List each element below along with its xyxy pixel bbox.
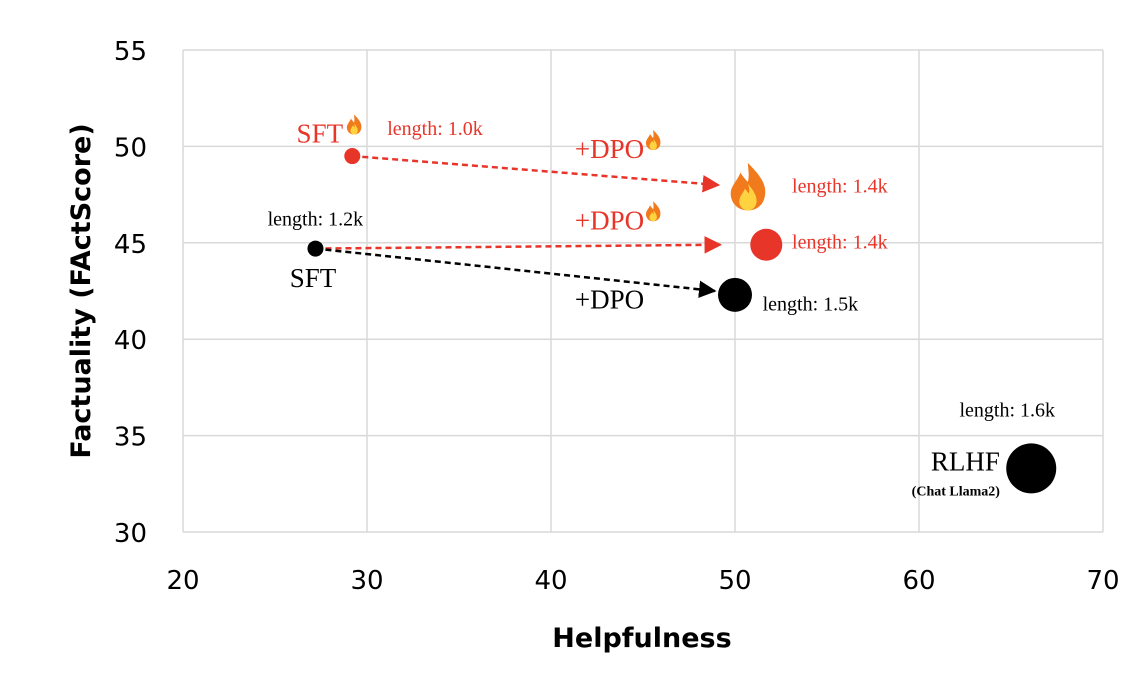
- label-rlhf-note: (Chat Llama2): [912, 484, 1001, 499]
- label-dpo-ft-mid: +DPO: [575, 205, 644, 235]
- label-dpo-ft-top: +DPO: [575, 134, 644, 164]
- label-sft-ft-name: SFT: [297, 119, 344, 149]
- y-tick-label: 35: [114, 423, 147, 453]
- y-tick-label: 30: [114, 519, 147, 549]
- point-rlhf: [1006, 443, 1057, 494]
- arrow-red-0: [352, 154, 721, 193]
- label-sft-length: length: 1.2k: [268, 208, 364, 230]
- fire-icon: [346, 114, 362, 135]
- data-points: [307, 148, 1057, 494]
- label-sft-dpo-ft-length: length: 1.4k: [792, 232, 888, 254]
- label-dpo-black: +DPO: [575, 284, 644, 314]
- label-rlhf-length: length: 1.6k: [959, 399, 1055, 421]
- y-tick-label: 55: [114, 37, 147, 67]
- x-axis-title: Helpfulness: [552, 623, 731, 654]
- x-tick-label: 60: [902, 566, 935, 596]
- arrow-red-1: [315, 236, 723, 254]
- point-sft-dpo: [718, 277, 752, 312]
- label-fire-length: length: 1.4k: [792, 176, 888, 198]
- y-tick-label: 45: [114, 230, 147, 260]
- grid-lines: [182, 49, 1104, 533]
- fire-icon: [730, 162, 766, 211]
- fire-icon: [645, 201, 661, 222]
- x-tick-label: 30: [350, 566, 383, 596]
- point-sft: [307, 240, 324, 257]
- x-tick-labels: 20 30 40 50 60 70: [166, 566, 1119, 596]
- arrow-black-2: [315, 247, 717, 299]
- x-tick-label: 20: [166, 566, 199, 596]
- label-sft-dpo-length: length: 1.5k: [763, 293, 859, 315]
- point-sft-dpo-ft: [750, 228, 783, 261]
- y-tick-label: 40: [114, 326, 147, 356]
- label-rlhf-name: RLHF: [931, 446, 1000, 476]
- label-sft-name: SFT: [290, 263, 337, 293]
- x-tick-label: 40: [534, 566, 567, 596]
- x-tick-label: 50: [718, 566, 751, 596]
- y-tick-label: 50: [114, 133, 147, 163]
- annotations: SFT length: 1.0k +DPO length: 1.4k length: 1…: [268, 114, 1055, 499]
- label-sft-ft-length: length: 1.0k: [387, 118, 483, 140]
- x-tick-label: 70: [1086, 566, 1119, 596]
- point-sft-ft: [344, 148, 361, 165]
- fire-icon: [645, 129, 661, 150]
- y-tick-labels: 30 35 40 45 50 55: [114, 37, 147, 549]
- arrows: [315, 154, 723, 299]
- y-axis-title: Factuality (FActScore): [66, 123, 97, 458]
